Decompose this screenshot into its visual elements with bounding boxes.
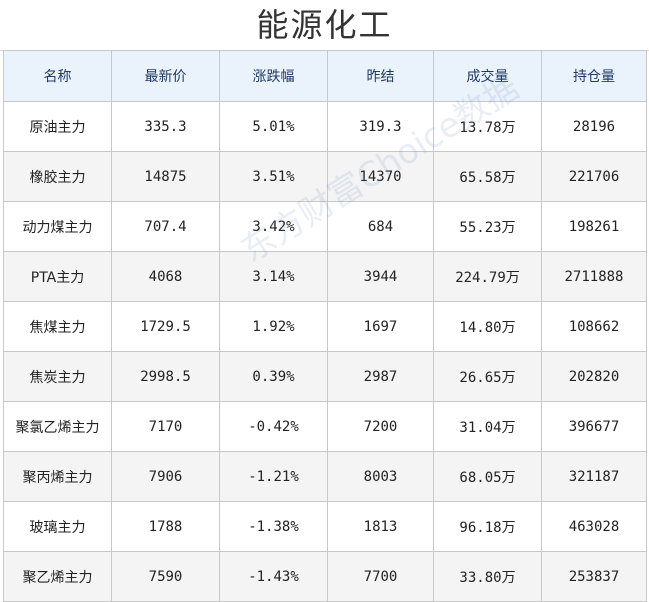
- prev-settle-cell: 7200: [327, 401, 434, 452]
- change-pct-cell: -1.38%: [219, 501, 328, 552]
- volume-cell: 68.05万: [433, 451, 542, 502]
- volume-cell: 96.18万: [433, 501, 542, 552]
- table-row[interactable]: 橡胶主力 14875 3.51% 14370 65.58万 221706: [3, 151, 647, 202]
- volume-cell: 14.80万: [433, 301, 542, 352]
- prev-settle-cell: 319.3: [327, 101, 434, 152]
- latest-price-cell: 707.4: [111, 201, 220, 252]
- volume-cell: 55.23万: [433, 201, 542, 252]
- volume-cell: 224.79万: [433, 251, 542, 302]
- column-header-change-pct[interactable]: 涨跌幅: [219, 50, 328, 102]
- volume-cell: 26.65万: [433, 351, 542, 402]
- volume-cell: 13.78万: [433, 101, 542, 152]
- change-pct-cell: 3.14%: [219, 251, 328, 302]
- prev-settle-cell: 8003: [327, 451, 434, 502]
- name-cell: 聚乙烯主力: [3, 551, 112, 602]
- change-pct-cell: -1.43%: [219, 551, 328, 602]
- volume-cell: 65.58万: [433, 151, 542, 202]
- table-row[interactable]: 焦炭主力 2998.5 0.39% 2987 26.65万 202820: [3, 351, 647, 402]
- table-row[interactable]: PTA主力 4068 3.14% 3944 224.79万 2711888: [3, 251, 647, 302]
- open-interest-cell: 198261: [541, 201, 647, 252]
- name-cell: 原油主力: [3, 101, 112, 152]
- open-interest-cell: 28196: [541, 101, 647, 152]
- open-interest-cell: 396677: [541, 401, 647, 452]
- column-header-prev-settle[interactable]: 昨结: [327, 50, 434, 102]
- name-cell: 玻璃主力: [3, 501, 112, 552]
- open-interest-cell: 108662: [541, 301, 647, 352]
- volume-cell: 31.04万: [433, 401, 542, 452]
- change-pct-cell: -1.21%: [219, 451, 328, 502]
- latest-price-cell: 7906: [111, 451, 220, 502]
- table-row[interactable]: 玻璃主力 1788 -1.38% 1813 96.18万 463028: [3, 501, 647, 552]
- name-cell: 橡胶主力: [3, 151, 112, 202]
- prev-settle-cell: 7700: [327, 551, 434, 602]
- change-pct-cell: 3.42%: [219, 201, 328, 252]
- table-row[interactable]: 动力煤主力 707.4 3.42% 684 55.23万 198261: [3, 201, 647, 252]
- prev-settle-cell: 1697: [327, 301, 434, 352]
- futures-table: 名称 最新价 涨跌幅 昨结 成交量 持仓量 原油主力 335.3 5.01% 319.…: [3, 50, 647, 602]
- latest-price-cell: 7590: [111, 551, 220, 602]
- table-row[interactable]: 原油主力 335.3 5.01% 319.3 13.78万 28196: [3, 101, 647, 152]
- prev-settle-cell: 2987: [327, 351, 434, 402]
- prev-settle-cell: 3944: [327, 251, 434, 302]
- name-cell: PTA主力: [3, 251, 112, 302]
- name-cell: 动力煤主力: [3, 201, 112, 252]
- latest-price-cell: 7170: [111, 401, 220, 452]
- column-header-open-interest[interactable]: 持仓量: [541, 50, 647, 102]
- name-cell: 聚丙烯主力: [3, 451, 112, 502]
- latest-price-cell: 14875: [111, 151, 220, 202]
- volume-cell: 33.80万: [433, 551, 542, 602]
- table-row[interactable]: 聚乙烯主力 7590 -1.43% 7700 33.80万 253837: [3, 551, 647, 602]
- change-pct-cell: 5.01%: [219, 101, 328, 152]
- page-title: 能源化工: [0, 0, 649, 51]
- open-interest-cell: 2711888: [541, 251, 647, 302]
- table-header-row: 名称 最新价 涨跌幅 昨结 成交量 持仓量: [3, 50, 647, 102]
- table-row[interactable]: 焦煤主力 1729.5 1.92% 1697 14.80万 108662: [3, 301, 647, 352]
- latest-price-cell: 2998.5: [111, 351, 220, 402]
- open-interest-cell: 221706: [541, 151, 647, 202]
- change-pct-cell: 1.92%: [219, 301, 328, 352]
- change-pct-cell: 0.39%: [219, 351, 328, 402]
- open-interest-cell: 202820: [541, 351, 647, 402]
- prev-settle-cell: 684: [327, 201, 434, 252]
- prev-settle-cell: 1813: [327, 501, 434, 552]
- table-row[interactable]: 聚氯乙烯主力 7170 -0.42% 7200 31.04万 396677: [3, 401, 647, 452]
- table-row[interactable]: 聚丙烯主力 7906 -1.21% 8003 68.05万 321187: [3, 451, 647, 502]
- column-header-volume[interactable]: 成交量: [433, 50, 542, 102]
- change-pct-cell: -0.42%: [219, 401, 328, 452]
- latest-price-cell: 1788: [111, 501, 220, 552]
- name-cell: 焦煤主力: [3, 301, 112, 352]
- name-cell: 焦炭主力: [3, 351, 112, 402]
- latest-price-cell: 4068: [111, 251, 220, 302]
- prev-settle-cell: 14370: [327, 151, 434, 202]
- open-interest-cell: 463028: [541, 501, 647, 552]
- latest-price-cell: 335.3: [111, 101, 220, 152]
- name-cell: 聚氯乙烯主力: [3, 401, 112, 452]
- column-header-latest-price[interactable]: 最新价: [111, 50, 220, 102]
- latest-price-cell: 1729.5: [111, 301, 220, 352]
- open-interest-cell: 253837: [541, 551, 647, 602]
- column-header-name[interactable]: 名称: [3, 50, 112, 102]
- open-interest-cell: 321187: [541, 451, 647, 502]
- change-pct-cell: 3.51%: [219, 151, 328, 202]
